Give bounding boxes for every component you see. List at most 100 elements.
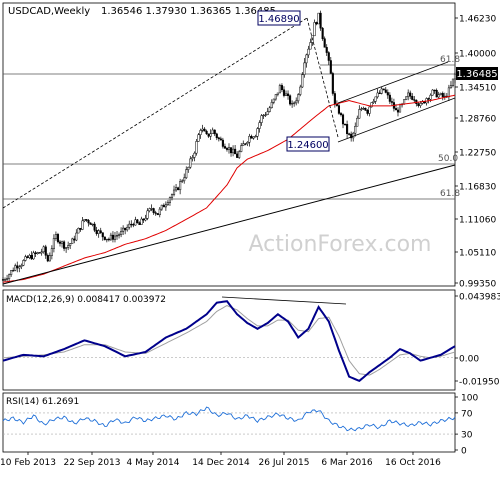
fib-level-label-mid: 50.0 [438,154,458,164]
candle-body [429,94,432,100]
candle-body [54,234,57,239]
fib-level-label-top: 61.8 [440,55,460,65]
candle-body [203,128,206,132]
dashed-trendline-down [306,17,339,138]
channel-lower-line [337,97,456,143]
candle-body [40,251,43,254]
panel-frame-2 [2,392,456,453]
candle-body [435,90,438,98]
rsi-y-tick-label: 30 [461,431,473,441]
candle-body [246,142,249,145]
candle-body [201,128,204,131]
high-price-box [257,10,301,26]
candle-body [130,223,133,226]
candle-body [177,187,180,191]
candle-body [77,227,80,234]
candle-body [154,212,157,214]
candle-body [240,145,243,152]
candle-body [303,62,306,75]
candle-body [34,252,37,254]
candle-body [132,224,135,226]
candle-body [44,246,47,256]
x-tick-label: 16 Oct 2016 [385,458,441,468]
candle-body [26,256,29,258]
candle-body [164,204,167,208]
candle-body [284,93,288,96]
candle-body [337,105,340,114]
candle-body [175,187,178,191]
x-tick-label: 14 Dec 2014 [192,458,250,468]
candle-body [65,247,68,249]
candle-body [378,92,381,94]
candle-body [411,95,414,100]
candle-body [366,110,369,114]
channel-upper-line [337,61,449,104]
candle-body [60,241,64,244]
macd-y-tick-label: 0.00 [459,355,479,365]
candle-body [81,220,84,230]
candle-body [282,89,286,96]
symbol-label: USDCAD,Weekly [8,6,90,17]
candle-body [274,94,277,100]
candle-body [234,148,237,155]
candle-body [313,22,316,37]
candle-body [107,238,110,241]
candle-body [193,152,196,158]
candle-body [376,92,379,98]
candle-body [73,238,76,241]
candle-body [122,227,125,232]
candle-body [181,180,184,182]
macd-line [2,300,456,383]
candle-body [91,223,94,226]
candle-body [20,265,23,267]
rsi-y-tick-label: 70 [461,409,473,419]
candle-body [195,141,198,154]
candle-body [56,234,60,243]
candle-body [18,266,21,269]
candle-body [124,227,127,231]
candle-body [118,234,121,236]
candle-body [354,126,357,134]
ohlc-values: 1.36546 1.37930 1.36365 1.36485 [101,6,276,17]
rsi-label: RSI(14) 61.2691 [6,397,79,407]
candle-body [197,134,200,142]
candle-body [179,181,182,191]
candle-body [134,219,137,226]
candle-body [87,220,90,224]
candle-body [75,232,78,241]
candle-body [115,235,119,237]
price-y-tick-label: 1.05110 [459,249,496,259]
panel-frame-1 [2,289,456,391]
candle-body [258,122,261,129]
candle-body [384,89,387,93]
candle-body [187,166,190,170]
candle-body [358,109,361,119]
candle-body [120,231,123,235]
panel-frames [2,2,456,453]
candle-body [138,222,141,225]
candle-body [85,219,88,221]
candle-body [12,270,15,272]
candle-body [317,12,320,25]
dashed-trendline-up [2,17,308,209]
candle-body [453,73,457,80]
candle-body [93,223,96,231]
candle-body [24,256,27,261]
candle-body [83,219,86,222]
trend-lines [2,17,456,285]
x-tick-label: 22 Sep 2013 [63,458,120,468]
candle-body [382,88,385,91]
price-y-tick-label: 1.46230 [459,15,496,25]
rsi-y-axis-labels: 100 70 30 0 [455,394,478,457]
candle-body [42,246,45,253]
candle-body [341,114,345,125]
candle-body [162,204,165,208]
candle-body [297,94,300,102]
candle-body [3,279,7,281]
candle-body [268,107,271,112]
macd-signal-line [2,305,456,376]
candle-body [79,227,82,230]
candle-body [301,74,304,88]
candle-body [333,93,336,105]
